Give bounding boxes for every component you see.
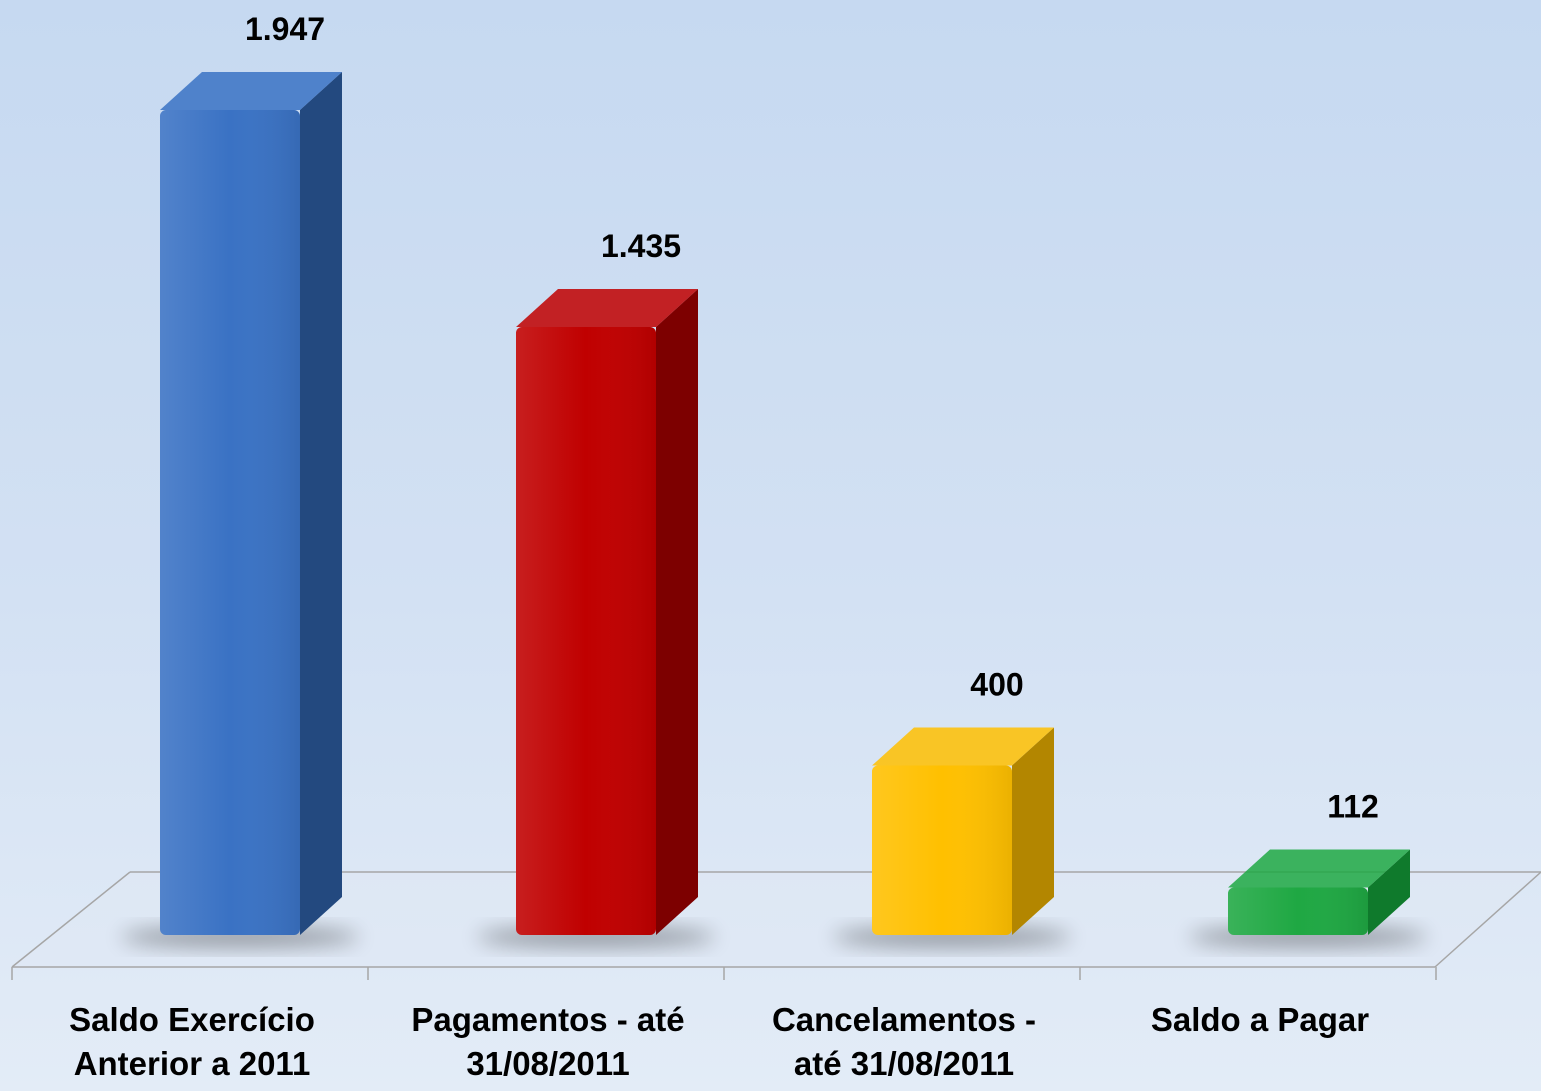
- value-label: 1.947: [245, 11, 325, 47]
- bar-top: [1228, 849, 1410, 888]
- value-label: 112: [1327, 789, 1379, 825]
- floor: [12, 872, 1541, 967]
- bar-side: [656, 288, 698, 936]
- bar-side: [300, 72, 342, 936]
- value-label: 1.435: [601, 228, 681, 264]
- x-tick-label: Saldo Exercício Anterior a 2011: [69, 1001, 315, 1082]
- bar-top: [872, 727, 1054, 766]
- bar-shine: [1228, 887, 1368, 935]
- bar-top: [516, 288, 698, 327]
- bar-shine: [516, 326, 656, 936]
- x-tick-label: Pagamentos - até 31/08/2011: [411, 1001, 685, 1082]
- value-label: 400: [970, 667, 1023, 703]
- bar-shine: [160, 110, 300, 936]
- bar-shine: [872, 765, 1012, 935]
- bar-side: [1012, 727, 1054, 935]
- bar-top: [160, 72, 342, 111]
- bar-side: [1368, 849, 1410, 935]
- x-tick-label: Cancelamentos - até 31/08/2011: [771, 1001, 1037, 1082]
- floor-left-edge: [11, 871, 131, 968]
- floor-right-edge: [1434, 871, 1541, 968]
- x-tick-label: Saldo a Pagar: [1150, 1001, 1370, 1038]
